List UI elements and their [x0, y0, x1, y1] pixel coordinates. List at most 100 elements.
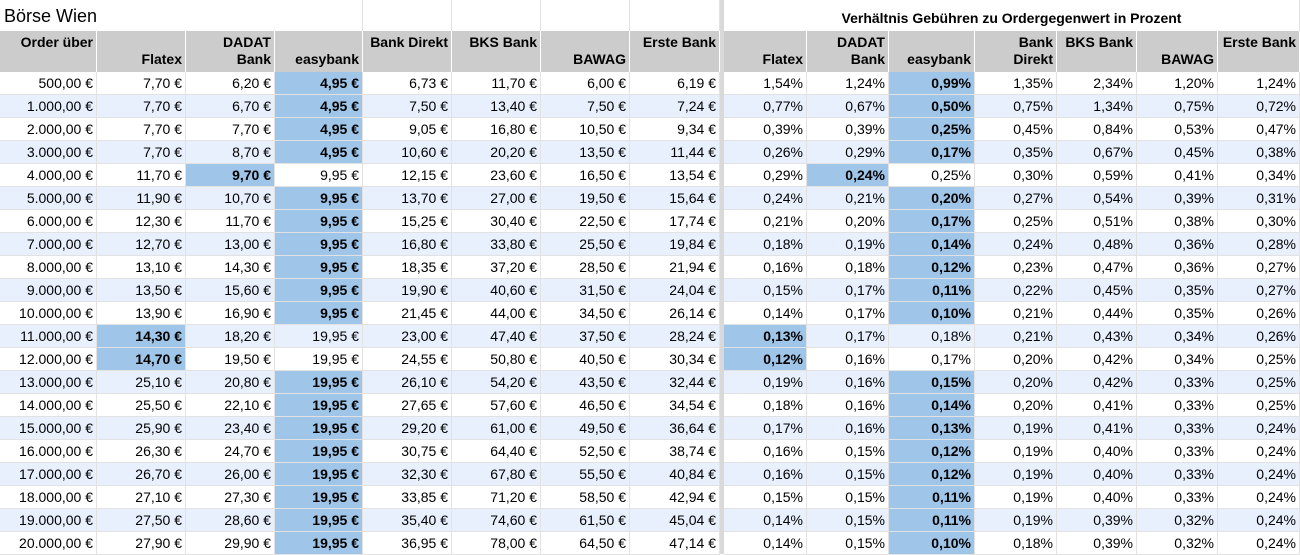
fee-cell[interactable]: 26,30 € [97, 440, 186, 463]
percent-cell[interactable]: 0,40% [1057, 463, 1137, 486]
header-bawag[interactable]: BAWAG [541, 31, 630, 72]
fee-cell[interactable]: 7,50 € [363, 95, 452, 118]
percent-cell[interactable]: 0,24% [975, 233, 1057, 256]
percent-cell[interactable]: 0,39% [724, 118, 807, 141]
percent-cell[interactable]: 0,22% [975, 279, 1057, 302]
order-amount-cell[interactable]: 6.000,00 € [0, 210, 97, 233]
fee-cell[interactable]: 9,95 € [275, 279, 363, 302]
fee-cell[interactable]: 24,04 € [630, 279, 720, 302]
percent-cell[interactable]: 0,84% [1057, 118, 1137, 141]
fee-cell[interactable]: 19,95 € [275, 463, 363, 486]
empty-cell[interactable] [541, 0, 630, 31]
fee-cell[interactable]: 29,90 € [186, 532, 275, 555]
fee-cell[interactable]: 4,95 € [275, 95, 363, 118]
percent-cell[interactable]: 0,15% [889, 371, 975, 394]
percent-cell[interactable]: 0,20% [975, 394, 1057, 417]
percent-cell[interactable]: 0,27% [1218, 256, 1300, 279]
fee-cell[interactable]: 26,70 € [97, 463, 186, 486]
percent-cell[interactable]: 0,19% [807, 233, 889, 256]
percent-cell[interactable]: 0,38% [1137, 210, 1218, 233]
fee-cell[interactable]: 11,90 € [97, 187, 186, 210]
percent-cell[interactable]: 0,34% [1137, 325, 1218, 348]
percent-cell[interactable]: 0,41% [1057, 394, 1137, 417]
percent-cell[interactable]: 0,47% [1218, 118, 1300, 141]
percent-cell[interactable]: 0,15% [807, 463, 889, 486]
percent-cell[interactable]: 0,15% [807, 486, 889, 509]
fee-cell[interactable]: 40,84 € [630, 463, 720, 486]
percent-cell[interactable]: 0,14% [889, 394, 975, 417]
percent-cell[interactable]: 1,34% [1057, 95, 1137, 118]
fee-cell[interactable]: 15,60 € [186, 279, 275, 302]
percent-cell[interactable]: 0,39% [1137, 187, 1218, 210]
percent-cell[interactable]: 0,45% [1137, 141, 1218, 164]
fee-cell[interactable]: 26,14 € [630, 302, 720, 325]
percent-cell[interactable]: 0,25% [889, 118, 975, 141]
fee-cell[interactable]: 25,90 € [97, 417, 186, 440]
header-bks-bank[interactable]: BKS Bank [452, 31, 541, 72]
header-erste-bank[interactable]: Erste Bank [630, 31, 720, 72]
header-pct-dadat-bank[interactable]: DADAT Bank [807, 31, 889, 72]
fee-cell[interactable]: 45,04 € [630, 509, 720, 532]
percent-cell[interactable]: 0,15% [724, 279, 807, 302]
percent-cell[interactable]: 0,12% [724, 348, 807, 371]
percent-cell[interactable]: 0,77% [724, 95, 807, 118]
percent-cell[interactable]: 0,44% [1057, 302, 1137, 325]
order-amount-cell[interactable]: 12.000,00 € [0, 348, 97, 371]
percent-cell[interactable]: 0,25% [1218, 348, 1300, 371]
percent-cell[interactable]: 0,39% [1057, 532, 1137, 555]
fee-cell[interactable]: 33,85 € [363, 486, 452, 509]
percent-cell[interactable]: 0,33% [1137, 440, 1218, 463]
fee-cell[interactable]: 15,25 € [363, 210, 452, 233]
fee-cell[interactable]: 71,20 € [452, 486, 541, 509]
fee-cell[interactable]: 33,80 € [452, 233, 541, 256]
header-pct-bawag[interactable]: BAWAG [1137, 31, 1218, 72]
percent-cell[interactable]: 1,54% [724, 72, 807, 95]
fee-cell[interactable]: 19,95 € [275, 532, 363, 555]
percent-cell[interactable]: 1,35% [975, 72, 1057, 95]
percent-cell[interactable]: 0,67% [807, 95, 889, 118]
percent-cell[interactable]: 0,25% [889, 164, 975, 187]
percent-cell[interactable]: 0,41% [1137, 164, 1218, 187]
fee-cell[interactable]: 37,20 € [452, 256, 541, 279]
percent-cell[interactable]: 0,12% [889, 256, 975, 279]
fee-cell[interactable]: 10,60 € [363, 141, 452, 164]
percent-cell[interactable]: 0,25% [975, 210, 1057, 233]
fee-cell[interactable]: 19,50 € [186, 348, 275, 371]
percent-cell[interactable]: 0,14% [724, 532, 807, 555]
fee-cell[interactable]: 49,50 € [541, 417, 630, 440]
percent-cell[interactable]: 0,16% [724, 440, 807, 463]
percent-cell[interactable]: 0,17% [724, 417, 807, 440]
empty-cell[interactable] [630, 0, 720, 31]
fee-cell[interactable]: 67,80 € [452, 463, 541, 486]
percent-cell[interactable]: 0,16% [807, 371, 889, 394]
empty-cell[interactable] [452, 0, 541, 31]
percent-cell[interactable]: 0,39% [807, 118, 889, 141]
header-pct-flatex[interactable]: Flatex [724, 31, 807, 72]
fee-cell[interactable]: 9,95 € [275, 164, 363, 187]
order-amount-cell[interactable]: 11.000,00 € [0, 325, 97, 348]
fee-cell[interactable]: 31,50 € [541, 279, 630, 302]
percent-cell[interactable]: 0,54% [1057, 187, 1137, 210]
percent-cell[interactable]: 0,41% [1057, 417, 1137, 440]
fee-cell[interactable]: 9,05 € [363, 118, 452, 141]
percent-cell[interactable]: 0,33% [1137, 394, 1218, 417]
header-pct-easybank[interactable]: easybank [889, 31, 975, 72]
percent-cell[interactable]: 0,11% [889, 486, 975, 509]
percent-cell[interactable]: 0,10% [889, 532, 975, 555]
fee-cell[interactable]: 27,65 € [363, 394, 452, 417]
percent-cell[interactable]: 0,18% [724, 394, 807, 417]
fee-cell[interactable]: 24,70 € [186, 440, 275, 463]
header-order-ber[interactable]: Order über [0, 31, 97, 72]
order-amount-cell[interactable]: 7.000,00 € [0, 233, 97, 256]
percent-cell[interactable]: 0,19% [975, 509, 1057, 532]
fee-cell[interactable]: 9,95 € [275, 233, 363, 256]
percent-cell[interactable]: 0,34% [1218, 164, 1300, 187]
fee-cell[interactable]: 57,60 € [452, 394, 541, 417]
header-easybank[interactable]: easybank [275, 31, 363, 72]
fee-cell[interactable]: 30,34 € [630, 348, 720, 371]
fee-cell[interactable]: 47,40 € [452, 325, 541, 348]
fee-cell[interactable]: 32,30 € [363, 463, 452, 486]
fee-cell[interactable]: 28,60 € [186, 509, 275, 532]
percent-cell[interactable]: 0,19% [975, 486, 1057, 509]
fee-cell[interactable]: 19,95 € [275, 417, 363, 440]
